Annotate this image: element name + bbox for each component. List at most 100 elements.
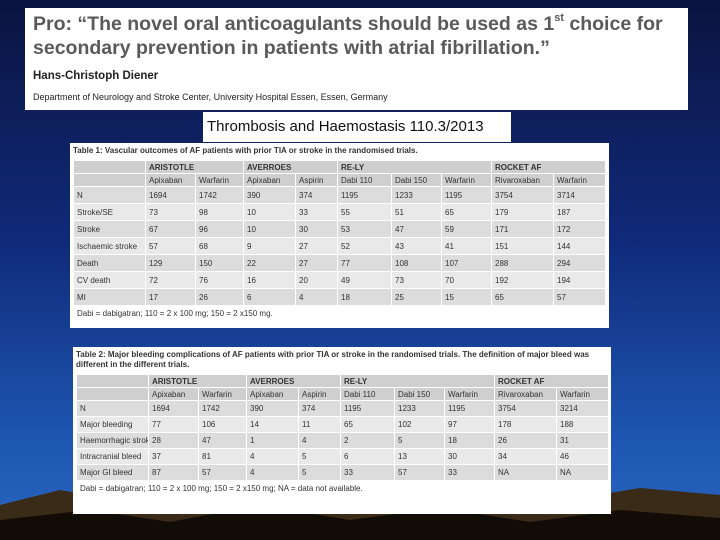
affiliation: Department of Neurology and Stroke Cente… <box>33 92 388 102</box>
cell: 179 <box>491 203 555 221</box>
cell: 73 <box>145 203 196 221</box>
cell: 1195 <box>337 186 392 204</box>
column-header: Warfarin <box>198 387 247 401</box>
cell: 150 <box>195 254 244 272</box>
cell: 374 <box>298 400 341 417</box>
cell: 2 <box>340 432 395 449</box>
group-header: ROCKET AF <box>494 374 610 388</box>
group-header: RE-LY <box>336 160 493 174</box>
data-table: ARISTOTLE AVERROES RE-LY ROCKET AF Apixaban W… <box>72 160 607 322</box>
cell: 108 <box>391 254 442 272</box>
cell: 1694 <box>145 186 196 204</box>
column-header: Warfarin <box>443 387 496 401</box>
cell: 47 <box>391 220 442 238</box>
cell: 3214 <box>556 400 610 417</box>
cell: 144 <box>553 237 607 255</box>
cell: 20 <box>295 271 338 289</box>
cell: 77 <box>337 254 392 272</box>
row-label: Major bleeding <box>76 416 149 433</box>
column-header: Apixaban <box>246 387 299 401</box>
cell: 102 <box>394 416 445 433</box>
column-header: Warfarin <box>556 387 610 401</box>
cell: NA <box>556 464 610 481</box>
cell: 1 <box>246 432 299 449</box>
cell: 33 <box>295 203 338 221</box>
cell: 9 <box>243 237 296 255</box>
cell: NA <box>494 464 558 481</box>
cell: 15 <box>440 288 493 306</box>
cell: 37 <box>148 448 199 465</box>
cell: 3754 <box>494 400 558 417</box>
cell: 192 <box>491 271 555 289</box>
column-header: Warfarin <box>195 173 244 187</box>
column-header: Rivaroxaban <box>494 387 558 401</box>
column-header: Dabi 110 <box>337 173 392 187</box>
data-row: MI 17 26 6 4 18 25 15 65 57 <box>73 288 607 306</box>
cell: 106 <box>198 416 247 433</box>
row-label: Intracranial bleed <box>76 448 149 465</box>
cell: 41 <box>440 237 493 255</box>
group-header: RE-LY <box>339 374 496 388</box>
cell: 43 <box>391 237 442 255</box>
cell: 1195 <box>440 186 493 204</box>
cell: 4 <box>246 448 299 465</box>
data-row: Stroke/SE 73 98 10 33 55 51 65 179 187 <box>73 203 607 221</box>
cell: 4 <box>298 432 341 449</box>
cell: 27 <box>295 254 338 272</box>
cell: 30 <box>443 448 496 465</box>
author: Hans-Christoph Diener <box>33 70 159 82</box>
row-label: Stroke/SE <box>73 203 146 221</box>
cell: 1742 <box>198 400 247 417</box>
column-header: Apixaban <box>145 173 196 187</box>
group-header: ARISTOTLE <box>145 160 244 174</box>
table-title: Table 2: Major bleeding complications of… <box>76 350 590 369</box>
cell: 26 <box>494 432 558 449</box>
cell: 53 <box>337 220 392 238</box>
table-title: Table 1: Vascular outcomes of AF patient… <box>73 146 418 155</box>
cell: 1195 <box>443 400 496 417</box>
data-row: Major bleeding 77 106 14 11 65 102 97 178 188 <box>76 416 610 433</box>
cell: 87 <box>148 464 199 481</box>
cell: 151 <box>491 237 555 255</box>
cell: 57 <box>394 464 445 481</box>
cell: 57 <box>553 288 607 306</box>
cell: 73 <box>391 271 442 289</box>
cell: 27 <box>295 237 338 255</box>
cell: 81 <box>198 448 247 465</box>
cell: 72 <box>145 271 196 289</box>
cell: 17 <box>145 288 196 306</box>
cell: 28 <box>148 432 199 449</box>
group-header: ARISTOTLE <box>148 374 247 388</box>
cell: 55 <box>337 203 392 221</box>
data-row: N 1694 1742 390 374 1195 1233 1195 3754 3214 <box>76 400 610 417</box>
cell: 194 <box>553 271 607 289</box>
cell: 16 <box>243 271 296 289</box>
header: Pro: “The novel oral anticoagulants shou… <box>25 8 688 110</box>
cell: 107 <box>440 254 493 272</box>
cell: 65 <box>440 203 493 221</box>
cell: 57 <box>145 237 196 255</box>
column-header: Dabi 150 <box>394 387 445 401</box>
cell: 76 <box>195 271 244 289</box>
row-label: Stroke <box>73 220 146 238</box>
group-header: AVERROES <box>246 374 341 388</box>
cell: 1233 <box>394 400 445 417</box>
title: Pro: “The novel oral anticoagulants shou… <box>33 12 683 60</box>
column-row: Apixaban Warfarin Apixaban Aspirin Dabi 110 D… <box>76 387 610 401</box>
cell: 5 <box>394 432 445 449</box>
cell: 68 <box>195 237 244 255</box>
row-label: N <box>73 186 146 204</box>
cell: 65 <box>491 288 555 306</box>
cell: 1742 <box>195 186 244 204</box>
column-header: Apixaban <box>148 387 199 401</box>
cell: 171 <box>491 220 555 238</box>
cell: 10 <box>243 203 296 221</box>
cell: 98 <box>195 203 244 221</box>
cell: 14 <box>246 416 299 433</box>
cell: 57 <box>198 464 247 481</box>
blank-cell <box>73 160 146 174</box>
data-row: Death 129 150 22 27 77 108 107 288 294 <box>73 254 607 272</box>
cell: 65 <box>340 416 395 433</box>
group-row: ARISTOTLE AVERROES RE-LY ROCKET AF <box>73 160 607 174</box>
